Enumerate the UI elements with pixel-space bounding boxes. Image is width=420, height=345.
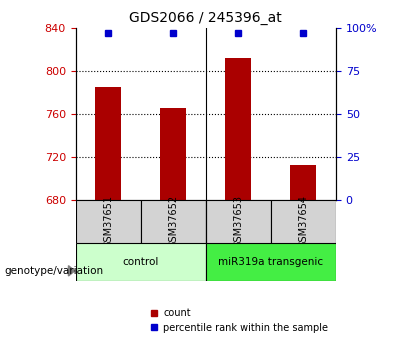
Polygon shape	[68, 266, 75, 276]
Bar	[271, 200, 336, 243]
Bar	[206, 200, 271, 243]
Text: miR319a transgenic: miR319a transgenic	[218, 257, 323, 267]
Text: GSM37651: GSM37651	[103, 195, 113, 248]
Bar	[206, 243, 336, 281]
Text: GSM37652: GSM37652	[168, 195, 178, 248]
Bar	[160, 108, 186, 200]
Bar	[290, 165, 316, 200]
Bar	[95, 87, 121, 200]
Bar	[76, 200, 141, 243]
Bar	[141, 200, 206, 243]
Bar	[76, 243, 206, 281]
Legend: count, percentile rank within the sample: count, percentile rank within the sample	[147, 304, 332, 337]
Title: GDS2066 / 245396_at: GDS2066 / 245396_at	[129, 11, 282, 25]
Text: GSM37654: GSM37654	[299, 195, 308, 248]
Text: GSM37653: GSM37653	[234, 195, 243, 248]
Bar	[225, 58, 251, 200]
Text: control: control	[123, 257, 159, 267]
Text: genotype/variation: genotype/variation	[4, 266, 103, 276]
